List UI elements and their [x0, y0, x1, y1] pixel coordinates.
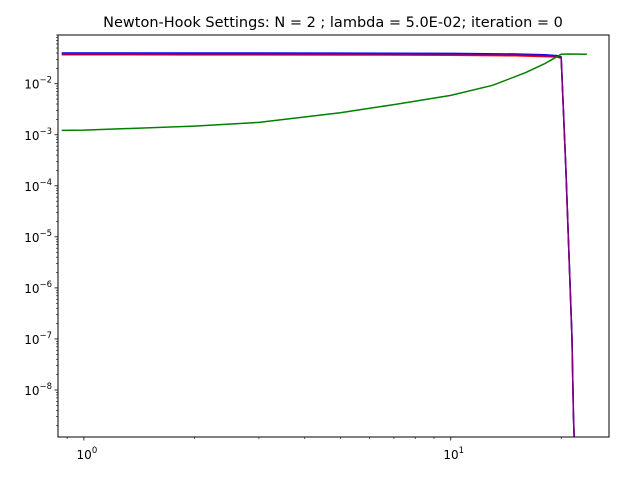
x-axis-ticks: 100 101 [77, 437, 464, 462]
x-tick-label: 101 [443, 446, 464, 462]
y-tick-label: 10−8 [24, 382, 52, 398]
y-axis-ticks: 10−2 10−3 10−4 10−5 10−6 10−7 10−8 [24, 76, 58, 398]
y-tick-label: 10−2 [24, 76, 52, 92]
y-tick-label: 10−4 [24, 178, 52, 194]
y-tick-label: 10−3 [24, 127, 52, 143]
plot-lines [61, 52, 587, 438]
series-line-4 [61, 53, 587, 132]
plot-frame [57, 34, 610, 438]
chart-title: Newton-Hook Settings: N = 2 ; lambda = 5… [103, 15, 563, 31]
series-line-2 [61, 52, 575, 438]
series-line-1 [61, 53, 575, 438]
y-tick-label: 10−6 [24, 280, 52, 296]
series-line-3 [61, 53, 575, 438]
y-tick-label: 10−5 [24, 229, 52, 245]
y-tick-label: 10−7 [24, 331, 52, 347]
x-tick-label: 100 [77, 446, 98, 462]
